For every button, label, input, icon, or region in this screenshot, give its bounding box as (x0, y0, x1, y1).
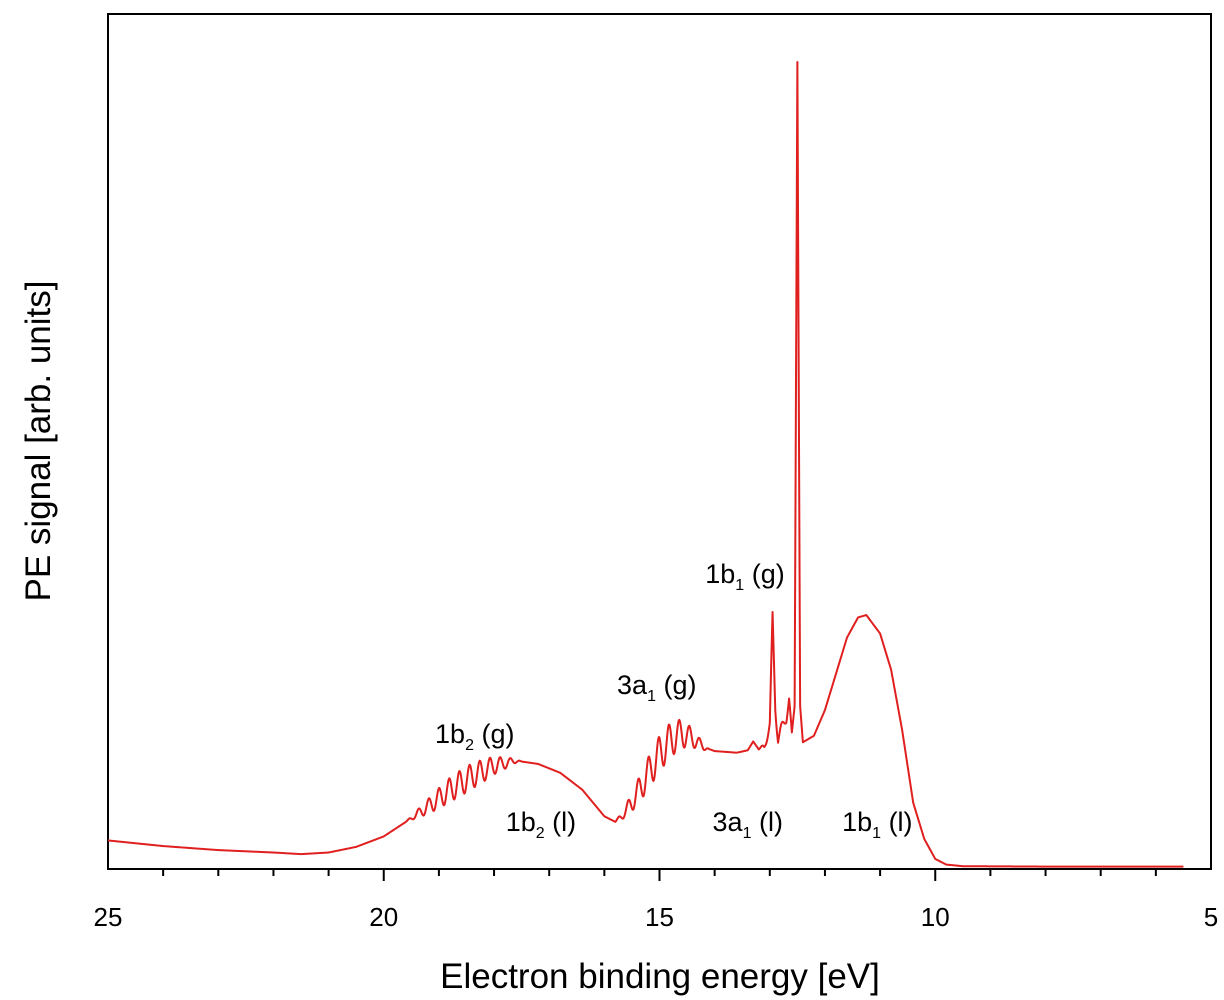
x-axis-ticks (162, 869, 1157, 881)
peak-label: 3a1 (l) (713, 807, 783, 842)
peak-annotations: 1b2 (g) 1b2 (l) 3a1 (g) 3a1 (l) 1b1 (g) 1b1 (… (435, 559, 913, 842)
x-axis-tick-labels: 25 20 15 10 5 (94, 902, 1219, 932)
x-tick-label: 15 (645, 902, 674, 932)
peak-label: 1b1 (l) (842, 807, 912, 842)
peak-label: 3a1 (g) (617, 670, 696, 705)
x-tick-label: 10 (921, 902, 950, 932)
peak-label: 1b1 (g) (705, 559, 784, 594)
series-line (107, 61, 1184, 868)
x-tick-label: 20 (369, 902, 398, 932)
y-axis-title: PE signal [arb. units] (19, 281, 58, 602)
x-tick-label: 5 (1204, 902, 1218, 932)
x-axis-title: Electron binding energy [eV] (440, 957, 880, 996)
x-tick-label: 25 (94, 902, 123, 932)
series-group (107, 61, 1184, 868)
peak-label: 1b2 (g) (435, 719, 514, 754)
peak-label: 1b2 (l) (506, 807, 576, 842)
